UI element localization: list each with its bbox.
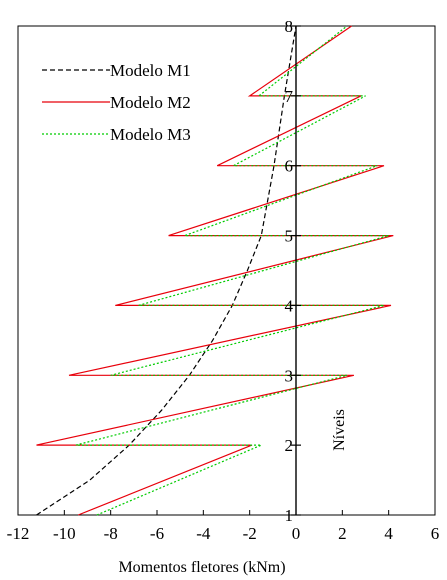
x-tick-label: -2 <box>243 524 257 543</box>
legend-label-1: Modelo M1 <box>110 61 191 80</box>
y-tick-label: 3 <box>285 366 294 385</box>
x-tick-label: -4 <box>196 524 211 543</box>
x-tick-label: 6 <box>431 524 440 543</box>
plot-area <box>17 25 436 516</box>
x-tick-label: -10 <box>53 524 76 543</box>
x-tick-label: 4 <box>384 524 393 543</box>
y-tick-label: 2 <box>285 436 294 455</box>
x-tick-label: 0 <box>292 524 301 543</box>
y-tick-label: 1 <box>285 506 294 525</box>
y-tick-label: 7 <box>285 87 294 106</box>
series-line-1 <box>36 25 297 516</box>
legend-label-3: Modelo M3 <box>110 125 191 144</box>
legend: Modelo M1 Modelo M2 Modelo M3 <box>42 61 191 144</box>
y-tick-label: 5 <box>285 227 294 246</box>
y-axis-title: Níveis <box>331 409 348 451</box>
y-tick-label: 8 <box>285 17 294 36</box>
y-tick-label: 4 <box>285 296 294 315</box>
legend-label-2: Modelo M2 <box>110 93 191 112</box>
x-axis-title: Momentos fletores (kNm) <box>118 559 285 576</box>
x-tick-label: 2 <box>338 524 347 543</box>
x-axis-ticks: -12 -10 -8 -6 -4 -2 0 2 4 6 <box>7 510 440 543</box>
y-tick-label: 6 <box>285 157 294 176</box>
series-line-3 <box>75 25 389 516</box>
x-tick-label: -8 <box>104 524 118 543</box>
series-layer <box>36 25 394 516</box>
x-tick-label: -6 <box>150 524 164 543</box>
y-axis-ticks: 1 2 3 4 5 6 7 8 <box>285 17 301 525</box>
x-tick-label: -12 <box>7 524 30 543</box>
series-line-2 <box>36 25 394 516</box>
